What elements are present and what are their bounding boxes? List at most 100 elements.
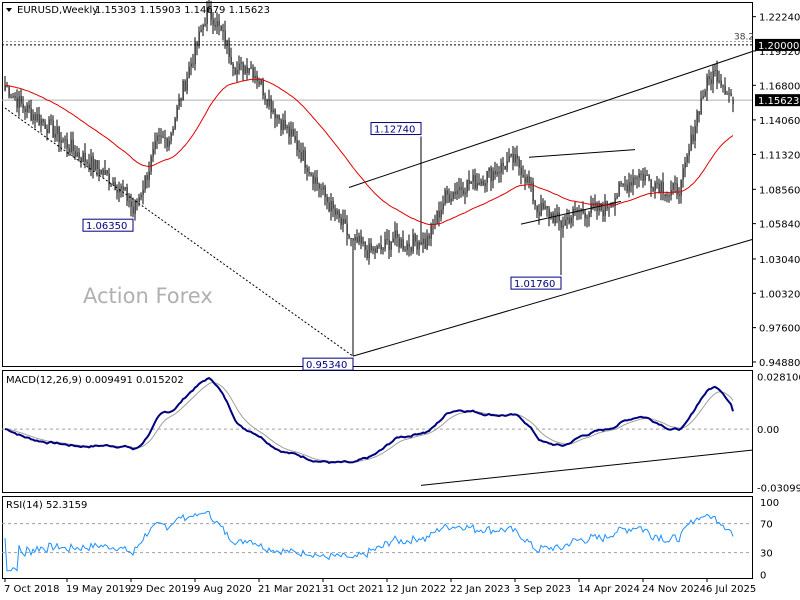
candle-body — [396, 230, 398, 238]
candle-body — [640, 173, 642, 175]
price-tick-label: 1.00320 — [759, 289, 800, 300]
candle-body — [152, 148, 154, 157]
candle-body — [278, 115, 280, 120]
candle-body — [220, 25, 222, 31]
candle-body — [636, 177, 638, 179]
candle-body — [52, 120, 54, 138]
candle-body — [330, 201, 332, 212]
candle-body — [378, 245, 380, 247]
candle-body — [242, 62, 244, 74]
candle-body — [692, 134, 694, 141]
candle-body — [60, 140, 62, 143]
current-price-label: 1.15623 — [758, 96, 799, 107]
candle-body — [306, 168, 308, 172]
triangle-upper-line — [528, 149, 636, 158]
candle-body — [674, 183, 676, 185]
candle-body — [392, 238, 394, 243]
candle-body — [460, 187, 462, 190]
candle-body — [32, 114, 34, 121]
rsi-label: RSI(14) 52.3159 — [6, 500, 87, 511]
candle-body — [182, 80, 184, 101]
candle-body — [312, 175, 314, 184]
price-tick-label: 1.22240 — [759, 13, 800, 24]
candle-body — [516, 154, 518, 159]
date-tick-label: 14 Apr 2024 — [578, 584, 640, 595]
candle-body — [16, 97, 18, 108]
candle-body — [462, 189, 464, 195]
candle-body — [276, 115, 278, 119]
candle-body — [580, 209, 582, 212]
candle-body — [142, 189, 144, 195]
candle-body — [622, 183, 624, 186]
candle-body — [702, 96, 704, 99]
candle-body — [496, 172, 498, 175]
candle-body — [334, 208, 336, 215]
candle-body — [506, 161, 508, 170]
candle-body — [626, 184, 628, 192]
candle-body — [234, 68, 236, 75]
candle-body — [98, 168, 100, 175]
candle-body — [442, 203, 444, 210]
date-tick-label: 21 Mar 2021 — [258, 584, 321, 595]
candle-body — [566, 217, 568, 220]
candle-body — [6, 85, 8, 87]
candle-body — [160, 135, 162, 137]
date-tick-label: 31 Oct 2021 — [322, 584, 384, 595]
chart-title: EURUSD,Weekly — [17, 5, 98, 16]
candle-body — [282, 119, 284, 131]
candle-body — [88, 163, 90, 170]
price-tick-label: 0.97600 — [759, 324, 800, 335]
candle-body — [348, 235, 350, 239]
moving-average-line — [5, 78, 734, 225]
annotation-label: 1.01760 — [514, 279, 555, 290]
candle-body — [268, 99, 270, 107]
candle-body — [56, 126, 58, 134]
candle-body — [456, 190, 458, 195]
candle-body — [732, 100, 734, 105]
candle-body — [232, 64, 234, 69]
candle-body — [518, 158, 520, 168]
candle-body — [238, 63, 240, 70]
candle-body — [654, 182, 656, 191]
rsi-tick-label: 100 — [760, 498, 779, 509]
candle-body — [546, 206, 548, 209]
candle-body — [544, 206, 546, 209]
candle-body — [38, 114, 40, 125]
candle-body — [548, 208, 550, 217]
candle-body — [326, 196, 328, 203]
candle-body — [274, 109, 276, 119]
candle-body — [82, 152, 84, 163]
candle-body — [388, 239, 390, 250]
candle-body — [80, 157, 82, 163]
candle-body — [646, 175, 648, 177]
candle-body — [402, 239, 404, 250]
candle-body — [572, 208, 574, 218]
candle-body — [634, 177, 636, 179]
candle-body — [116, 190, 118, 193]
price-tick-label: 1.11320 — [759, 150, 800, 161]
candle-body — [264, 95, 266, 99]
macd-signal-line — [4, 382, 734, 463]
candle-body — [128, 200, 130, 202]
candle-body — [164, 137, 166, 139]
candle-body — [592, 203, 594, 207]
candle-body — [64, 139, 66, 141]
candle-body — [416, 241, 418, 250]
candle-body — [684, 162, 686, 169]
candle-body — [190, 63, 192, 67]
candle-body — [318, 183, 320, 189]
candle-body — [12, 96, 14, 98]
candle-body — [124, 187, 126, 190]
candle-body — [130, 201, 132, 207]
candle-body — [296, 140, 298, 150]
candle-body — [552, 213, 554, 224]
candle-body — [720, 80, 722, 86]
candle-body — [682, 168, 684, 180]
candle-body — [610, 205, 612, 208]
candle-body — [440, 209, 442, 218]
price-tick-label: 1.14060 — [759, 116, 800, 127]
candle-body — [320, 188, 322, 190]
candle-body — [250, 67, 252, 69]
annotation-label: 1.12740 — [374, 125, 415, 136]
